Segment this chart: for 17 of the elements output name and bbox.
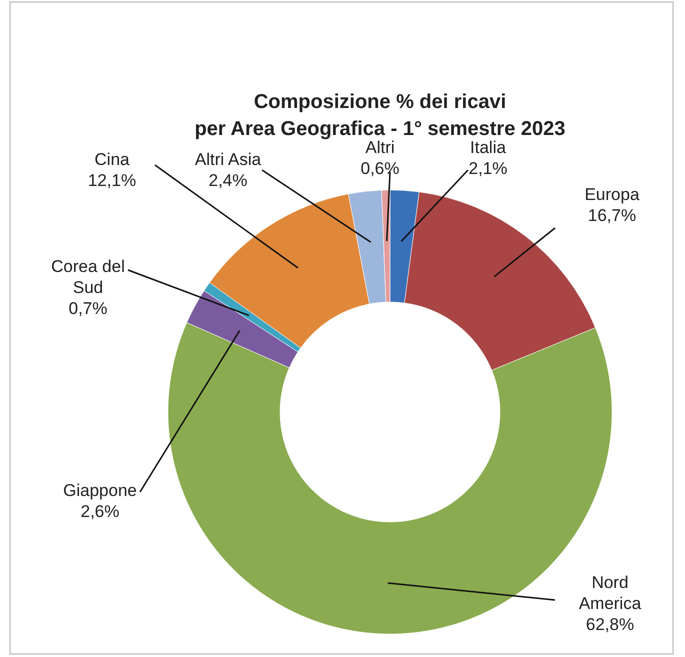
data-label: 12,1% [88, 171, 136, 190]
slice-label: Altri Asia [194, 150, 262, 169]
data-label: 0,7% [68, 299, 108, 318]
slice-label: Corea del Sud [51, 257, 125, 297]
data-label: 16,7% [588, 206, 636, 225]
data-label: 2,6% [80, 502, 120, 521]
data-label: 2,4% [208, 171, 248, 190]
slice-label: Europa [584, 185, 640, 204]
slice-label: Italia [470, 138, 506, 157]
data-label: 2,1% [468, 159, 508, 178]
chart-title: Composizione % dei ricavi per Area Geografica - 1° semestre 2023 [194, 91, 566, 140]
data-label: 0,6% [360, 159, 400, 178]
slice-label: Altri [365, 138, 395, 157]
slice-label: Cina [94, 150, 130, 169]
slice-label: Giappone [63, 481, 137, 500]
data-label: 62,8% [586, 615, 634, 634]
slice-label: Nord America [578, 573, 642, 613]
